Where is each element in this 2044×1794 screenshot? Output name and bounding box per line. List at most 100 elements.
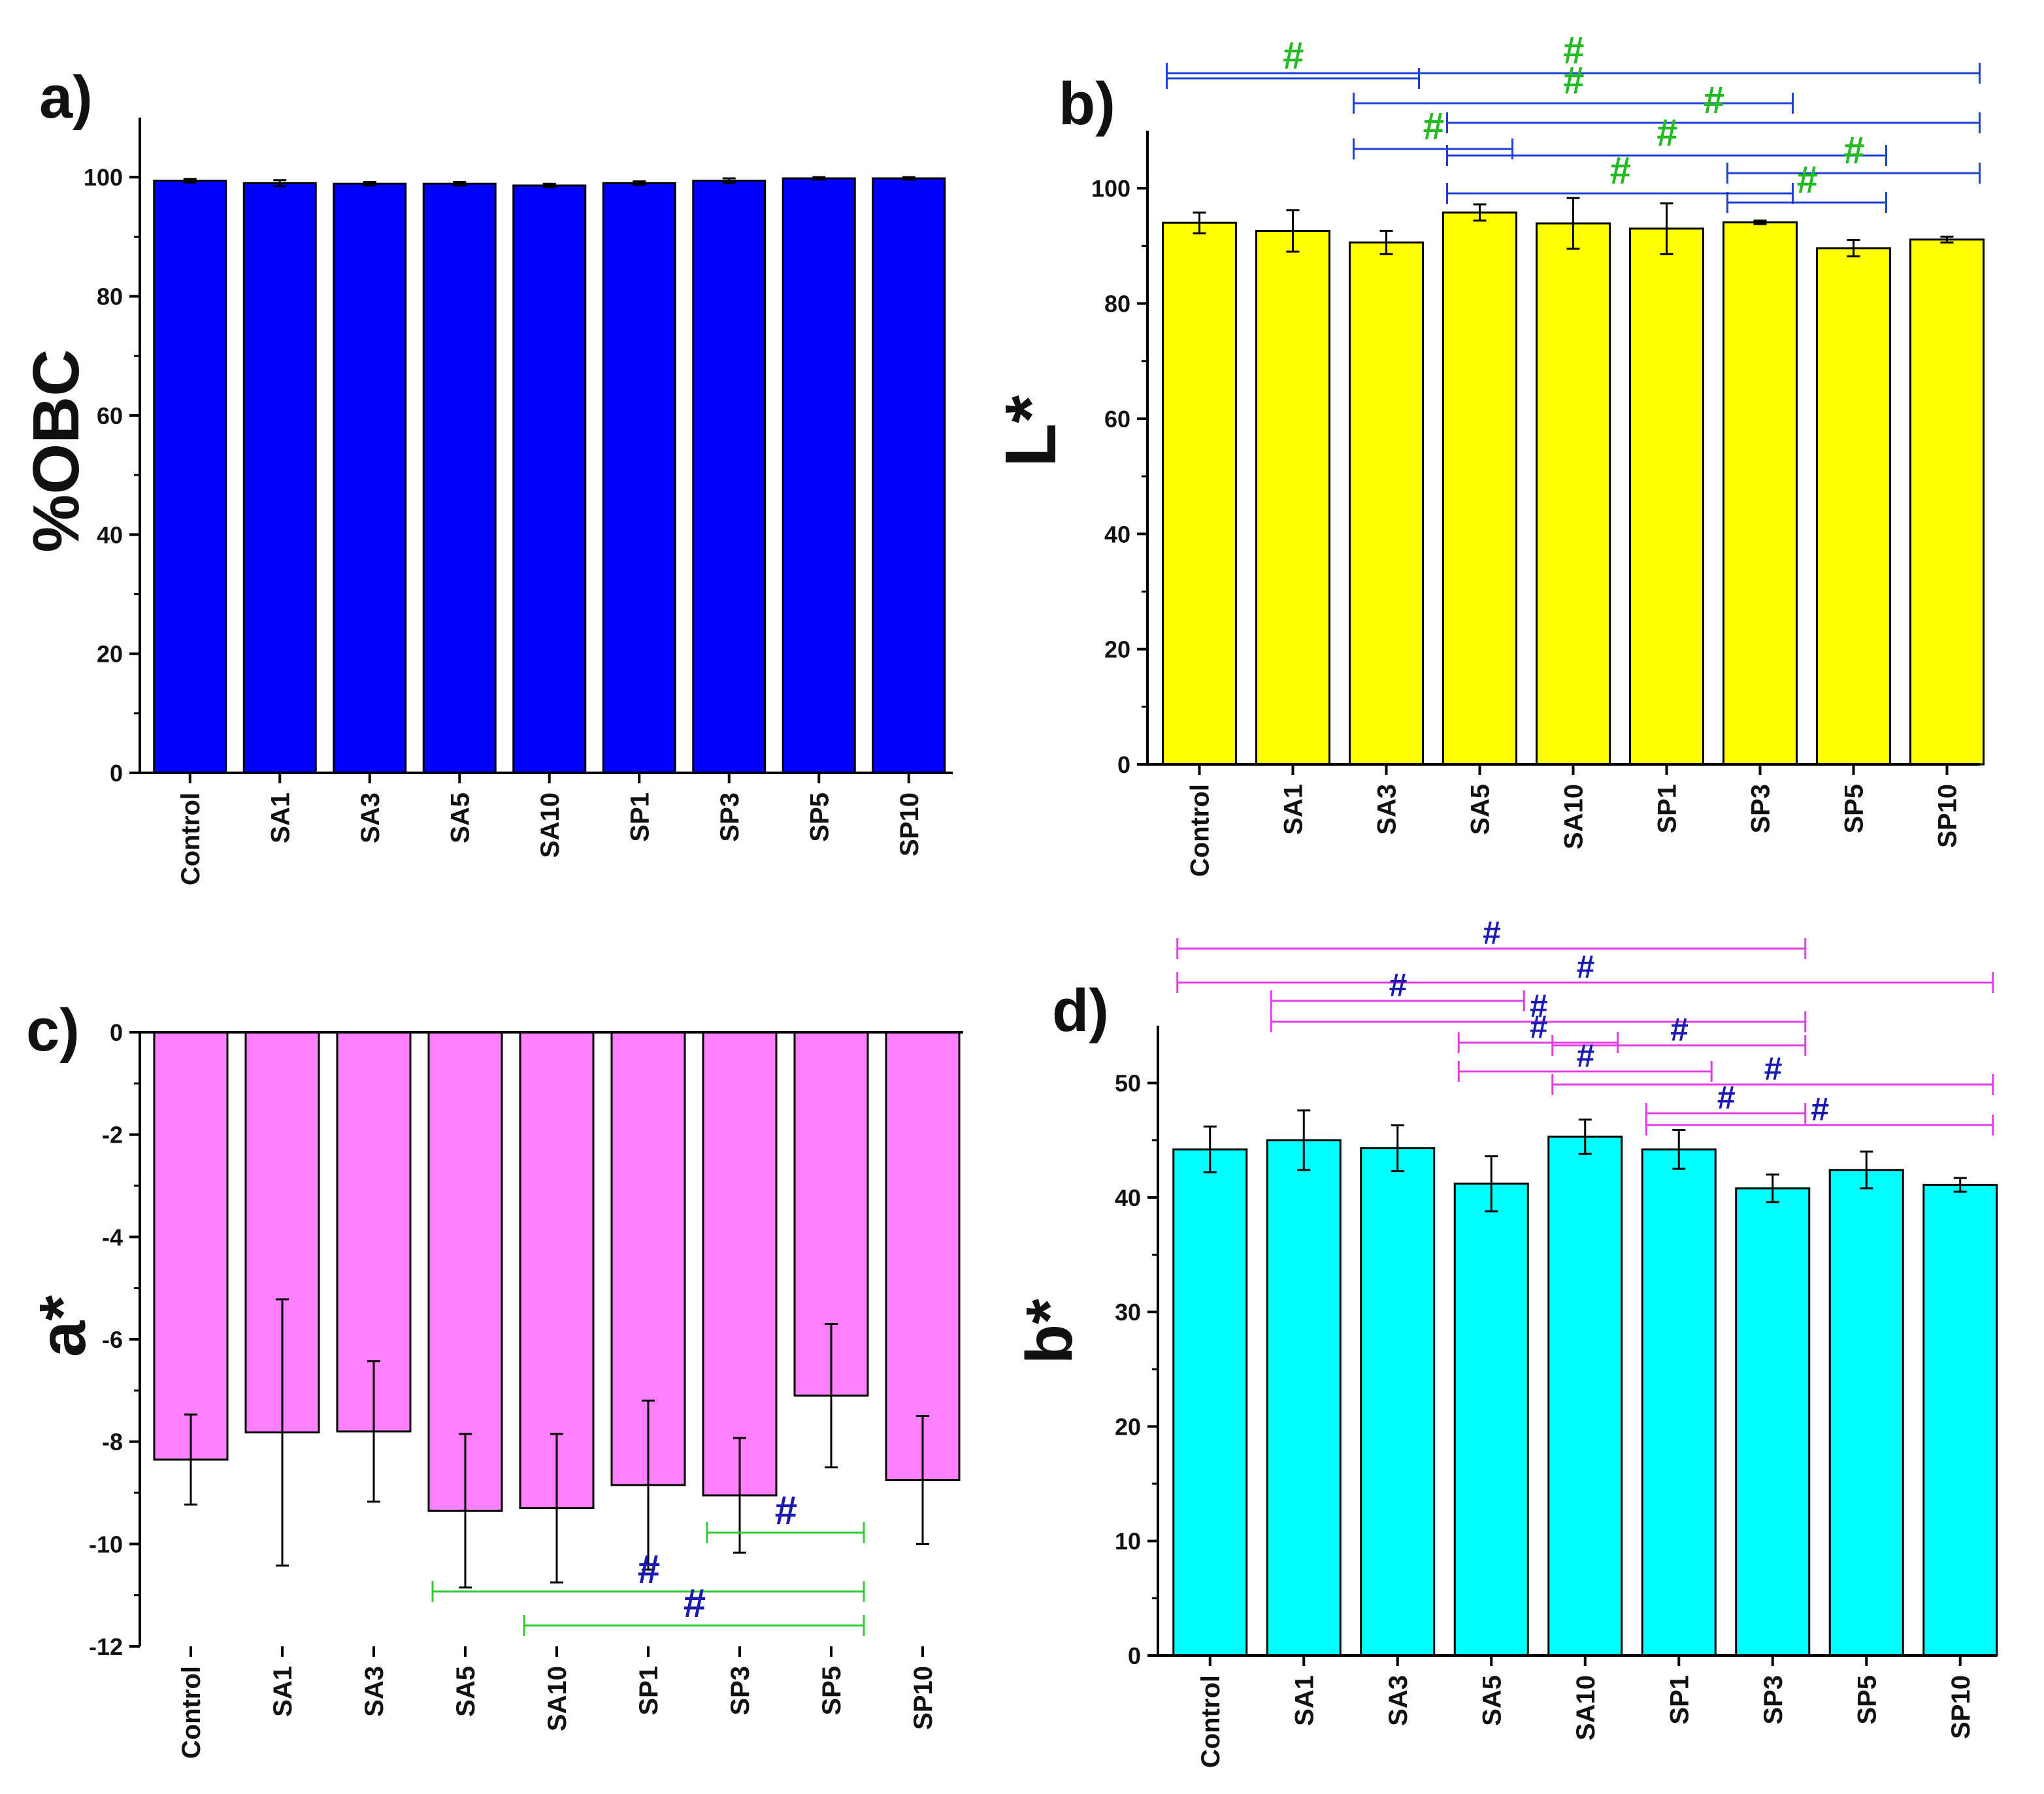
bar-SP5 <box>782 177 856 774</box>
bar-SA5 <box>1442 211 1517 766</box>
y-tick-label: 80 <box>97 284 123 310</box>
error-bar-SP10 <box>1940 235 1954 244</box>
significance-mark: # <box>1282 35 1304 77</box>
y-tick-label: 40 <box>97 521 123 548</box>
panel-letter: b) <box>1059 71 1115 137</box>
y-tick-label: 100 <box>1091 175 1130 202</box>
y-tick-label: -2 <box>102 1122 123 1149</box>
error-bar-Control <box>1193 211 1206 235</box>
significance-bracket <box>1726 192 1887 213</box>
chart-panel-2: b) 0 20 40 60 80 100 Control SA1 SA3 SA5 SA10 SP1 SP3… <box>991 29 1985 877</box>
significance-mark: # <box>1562 59 1584 102</box>
bar-SP5 <box>1828 1169 1904 1657</box>
significance-mark: # <box>1811 1091 1829 1128</box>
category-label: SA10 <box>536 792 565 858</box>
bar-SP10 <box>1909 238 1985 766</box>
error-bar-SA3 <box>1391 1124 1404 1173</box>
category-label: Control <box>1186 784 1215 877</box>
error-bar-SA10 <box>1578 1118 1592 1155</box>
category-label: SP3 <box>726 1666 755 1716</box>
error-bar-SP1 <box>642 1399 655 1571</box>
category-label: SA10 <box>543 1666 572 1731</box>
error-bar-SA5 <box>453 180 467 187</box>
error-bar-SA10 <box>542 182 556 189</box>
significance-mark: # <box>1576 1037 1594 1074</box>
error-bar-SA5 <box>459 1433 472 1589</box>
category-label: SP1 <box>1653 784 1682 834</box>
error-bar-SA10 <box>1566 197 1580 250</box>
error-bar-SP1 <box>633 180 646 186</box>
category-label: SA3 <box>1373 784 1402 835</box>
category-label: SA5 <box>1477 1675 1506 1726</box>
bar-SP10 <box>1922 1184 1998 1657</box>
category-label: SA3 <box>356 792 385 843</box>
significance-mark: # <box>1703 79 1724 122</box>
category-label: SP1 <box>635 1666 663 1716</box>
category-label: SA5 <box>452 1666 480 1717</box>
error-bar-SP10 <box>1953 1177 1967 1193</box>
panel-letter: d) <box>1052 977 1109 1044</box>
panel-letter: a) <box>39 64 93 131</box>
category-label: SA1 <box>1279 784 1308 835</box>
bar-Control <box>1172 1148 1248 1657</box>
bar-SA3 <box>333 182 407 774</box>
category-label: SP1 <box>625 792 654 842</box>
bar-SA10 <box>512 184 587 774</box>
error-bar-Control <box>184 1413 197 1506</box>
significance-mark: # <box>774 1488 797 1533</box>
error-bar-SP3 <box>1766 1173 1779 1203</box>
y-tick-label: 80 <box>1104 291 1130 318</box>
category-label: SP3 <box>1747 784 1775 834</box>
significance-mark: # <box>1529 988 1547 1024</box>
bar-SA3 <box>1360 1147 1436 1657</box>
category-label: SP5 <box>1840 784 1869 834</box>
error-bar-SP3 <box>722 177 736 184</box>
category-label: SP1 <box>1665 1675 1694 1725</box>
significance-mark: # <box>1389 967 1407 1003</box>
y-tick-label: -12 <box>89 1633 123 1660</box>
significance-mark: # <box>683 1581 706 1626</box>
y-tick-label: 10 <box>1115 1528 1141 1555</box>
error-bar-SP5 <box>812 176 826 181</box>
error-bar-SA1 <box>1297 1109 1311 1171</box>
y-tick-label: 0 <box>1128 1642 1141 1669</box>
significance-mark: # <box>1656 112 1677 154</box>
y-tick-label: 60 <box>1104 406 1130 432</box>
bar-SP5 <box>1816 247 1891 766</box>
significance-mark: # <box>1717 1079 1735 1116</box>
y-tick-label: -10 <box>89 1531 123 1558</box>
bar-SA1 <box>242 182 317 774</box>
significance-bracket <box>523 1615 865 1636</box>
error-bar-SA3 <box>363 180 376 187</box>
error-bar-SA5 <box>1473 203 1487 222</box>
y-tick-label: 20 <box>1104 636 1130 663</box>
error-bar-SA1 <box>273 179 287 188</box>
bar-SA10 <box>1547 1135 1623 1657</box>
y-tick-label: 0 <box>1117 751 1130 778</box>
category-label: Control <box>177 1666 206 1759</box>
bar-Control <box>153 180 227 774</box>
category-label: SA5 <box>446 792 474 843</box>
error-bar-SA3 <box>367 1360 380 1503</box>
y-axis-title: %OBC <box>20 349 93 552</box>
chart-panel-1: a) 0 20 40 60 80 100 Control SA1 SA3 SA5 SA10 SP1 SP3… <box>20 64 953 885</box>
error-bar-SP3 <box>1753 220 1767 225</box>
significance-bracket <box>1176 972 1994 993</box>
significance-bracket <box>1166 68 1420 89</box>
bar-Control <box>1162 221 1237 766</box>
error-bar-Control <box>183 178 197 184</box>
error-bar-SP1 <box>1672 1128 1686 1170</box>
category-label: SP10 <box>1934 784 1962 848</box>
y-tick-label: 50 <box>1115 1070 1141 1097</box>
category-label: SP10 <box>909 1666 938 1730</box>
y-tick-label: -8 <box>102 1429 123 1456</box>
y-tick-label: 0 <box>110 760 123 787</box>
bar-SP3 <box>1735 1187 1811 1657</box>
error-bar-SA1 <box>276 1298 289 1567</box>
category-label: SA3 <box>1384 1675 1413 1726</box>
y-axis-title: L* <box>991 395 1071 467</box>
category-label: SP5 <box>817 1666 846 1716</box>
error-bar-SA10 <box>550 1433 563 1584</box>
significance-bracket <box>431 1581 865 1602</box>
category-label: SA10 <box>1572 1675 1600 1740</box>
